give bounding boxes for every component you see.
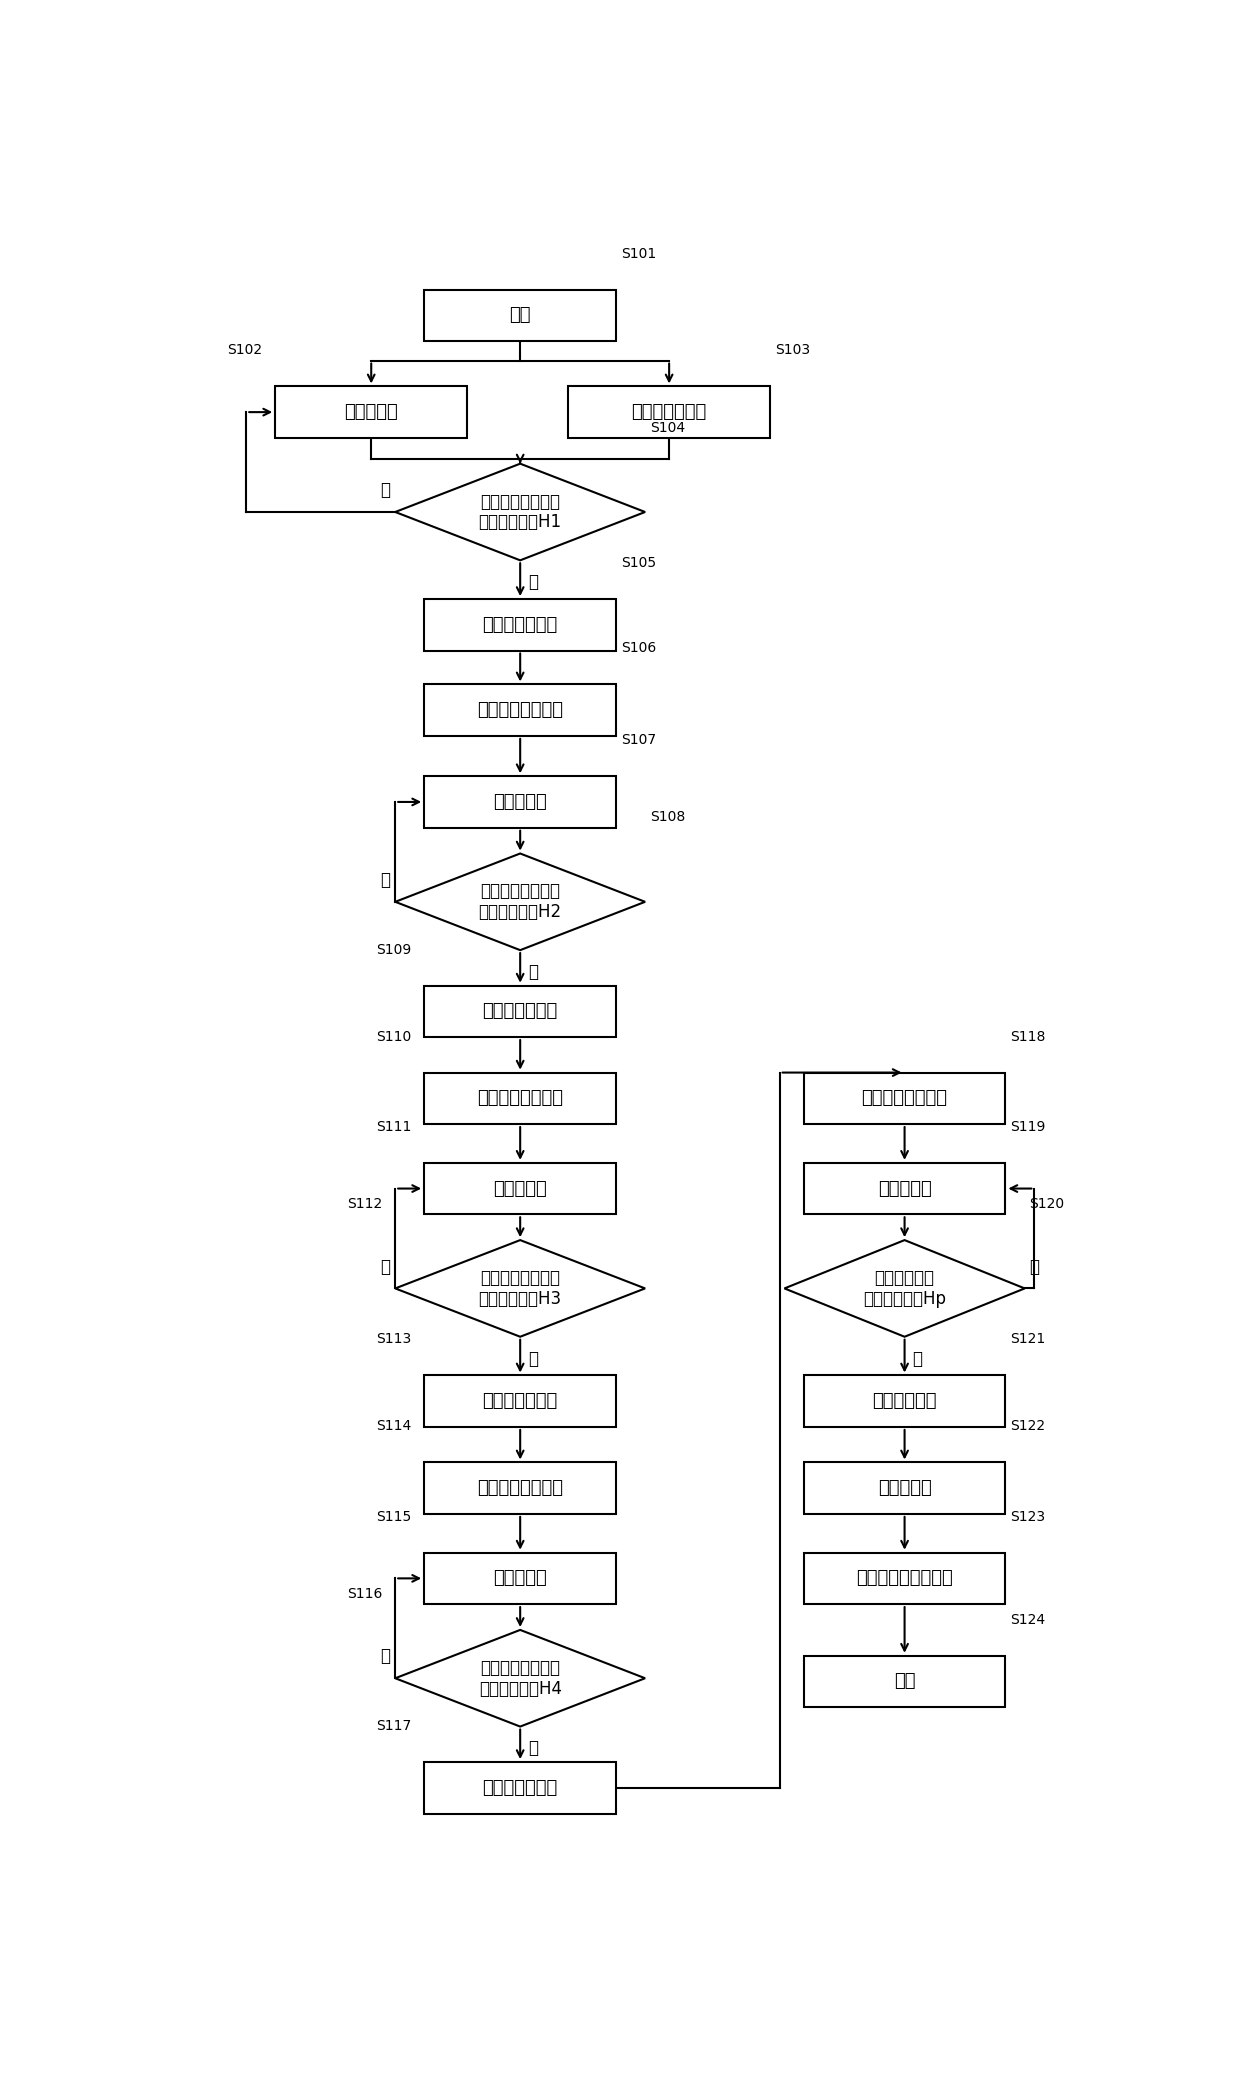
Text: S124: S124 bbox=[1011, 1613, 1045, 1628]
Text: S123: S123 bbox=[1011, 1510, 1045, 1523]
Text: 否: 否 bbox=[381, 481, 391, 500]
Polygon shape bbox=[396, 1630, 645, 1726]
FancyBboxPatch shape bbox=[424, 289, 616, 341]
Text: S102: S102 bbox=[227, 343, 262, 358]
FancyBboxPatch shape bbox=[424, 684, 616, 736]
Text: 洗衣机进水: 洗衣机进水 bbox=[494, 1569, 547, 1588]
Text: 洗衣机排水: 洗衣机排水 bbox=[878, 1479, 931, 1498]
Text: 洗衣机进水: 洗衣机进水 bbox=[494, 793, 547, 812]
Text: 结束: 结束 bbox=[894, 1672, 915, 1690]
Text: 执行第一清洁程序: 执行第一清洁程序 bbox=[477, 701, 563, 720]
Text: 否: 否 bbox=[1029, 1257, 1039, 1276]
FancyBboxPatch shape bbox=[804, 1163, 1006, 1213]
FancyBboxPatch shape bbox=[568, 387, 770, 437]
Text: 是: 是 bbox=[528, 573, 538, 592]
Text: S118: S118 bbox=[1011, 1029, 1045, 1044]
Text: S101: S101 bbox=[621, 247, 656, 262]
Text: S120: S120 bbox=[1029, 1197, 1065, 1211]
Text: S116: S116 bbox=[347, 1588, 383, 1600]
FancyBboxPatch shape bbox=[804, 1073, 1006, 1123]
Text: S112: S112 bbox=[347, 1197, 382, 1211]
FancyBboxPatch shape bbox=[424, 1552, 616, 1605]
Text: S117: S117 bbox=[376, 1720, 412, 1732]
Text: 洗衣机停止进水: 洗衣机停止进水 bbox=[482, 1391, 558, 1410]
Text: 洗衣桶的水位
达到预设水位Hp: 洗衣桶的水位 达到预设水位Hp bbox=[863, 1270, 946, 1308]
Text: 洗衣桶的水位达到
第二预设水位H2: 洗衣桶的水位达到 第二预设水位H2 bbox=[479, 883, 562, 920]
Text: S119: S119 bbox=[1011, 1119, 1045, 1134]
FancyBboxPatch shape bbox=[424, 598, 616, 651]
Text: S106: S106 bbox=[621, 642, 656, 655]
Text: 自动投放杀菌剂: 自动投放杀菌剂 bbox=[631, 404, 707, 420]
Text: S104: S104 bbox=[650, 420, 684, 435]
Text: S105: S105 bbox=[621, 556, 656, 569]
Text: S114: S114 bbox=[376, 1418, 412, 1433]
FancyBboxPatch shape bbox=[424, 1163, 616, 1213]
Text: 洗衣机进水: 洗衣机进水 bbox=[494, 1180, 547, 1197]
Text: 执行脱水或风干程序: 执行脱水或风干程序 bbox=[856, 1569, 954, 1588]
Text: S111: S111 bbox=[376, 1119, 412, 1134]
Polygon shape bbox=[785, 1241, 1024, 1337]
Text: 是: 是 bbox=[913, 1349, 923, 1368]
FancyBboxPatch shape bbox=[804, 1374, 1006, 1427]
Text: 否: 否 bbox=[381, 1257, 391, 1276]
Text: 洗衣桶的水位达到
第一预设水位H1: 洗衣桶的水位达到 第一预设水位H1 bbox=[479, 492, 562, 531]
Text: 执行第四清洁程序: 执行第四清洁程序 bbox=[862, 1090, 947, 1107]
FancyBboxPatch shape bbox=[275, 387, 467, 437]
FancyBboxPatch shape bbox=[424, 1073, 616, 1123]
Text: 是: 是 bbox=[528, 1738, 538, 1757]
Text: S110: S110 bbox=[376, 1029, 412, 1044]
Text: S103: S103 bbox=[775, 343, 810, 358]
Text: 洗衣桶的水位达到
第三预设水位H3: 洗衣桶的水位达到 第三预设水位H3 bbox=[479, 1270, 562, 1308]
FancyBboxPatch shape bbox=[424, 985, 616, 1038]
FancyBboxPatch shape bbox=[804, 1462, 1006, 1515]
Text: 是: 是 bbox=[528, 1349, 538, 1368]
Text: S121: S121 bbox=[1011, 1333, 1045, 1347]
Text: S109: S109 bbox=[376, 943, 412, 956]
Text: 执行第三清洁程序: 执行第三清洁程序 bbox=[477, 1479, 563, 1498]
Text: 洗衣机停止进水: 洗衣机停止进水 bbox=[482, 1778, 558, 1797]
Text: S115: S115 bbox=[376, 1510, 412, 1523]
Text: S113: S113 bbox=[376, 1333, 412, 1347]
FancyBboxPatch shape bbox=[804, 1552, 1006, 1605]
Text: 否: 否 bbox=[381, 1646, 391, 1665]
FancyBboxPatch shape bbox=[424, 1374, 616, 1427]
Text: S122: S122 bbox=[1011, 1418, 1045, 1433]
FancyBboxPatch shape bbox=[804, 1655, 1006, 1707]
Text: S107: S107 bbox=[621, 732, 656, 747]
FancyBboxPatch shape bbox=[424, 776, 616, 828]
Text: 洗衣桶的水位达到
第四预设水位H4: 洗衣桶的水位达到 第四预设水位H4 bbox=[479, 1659, 562, 1697]
Polygon shape bbox=[396, 1241, 645, 1337]
Text: 执行洗桶程序: 执行洗桶程序 bbox=[872, 1391, 937, 1410]
Text: 洗衣机停止进水: 洗衣机停止进水 bbox=[482, 615, 558, 634]
Polygon shape bbox=[396, 464, 645, 561]
Polygon shape bbox=[396, 854, 645, 950]
Text: 执行第二清洁程序: 执行第二清洁程序 bbox=[477, 1090, 563, 1107]
Text: 洗衣机停止进水: 洗衣机停止进水 bbox=[482, 1002, 558, 1021]
Text: S108: S108 bbox=[650, 810, 686, 824]
Text: 开始: 开始 bbox=[510, 305, 531, 324]
Text: 否: 否 bbox=[381, 870, 391, 889]
Text: 是: 是 bbox=[528, 962, 538, 981]
Text: 洗衣机进水: 洗衣机进水 bbox=[345, 404, 398, 420]
Text: 洗衣机排水: 洗衣机排水 bbox=[878, 1180, 931, 1197]
FancyBboxPatch shape bbox=[424, 1761, 616, 1814]
FancyBboxPatch shape bbox=[424, 1462, 616, 1515]
